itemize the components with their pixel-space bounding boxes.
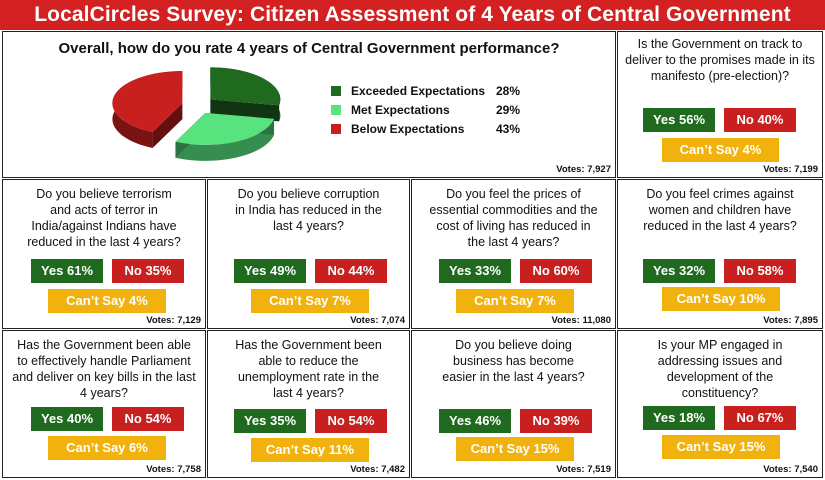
survey-question: Has the Government been able to effectiv…: [12, 338, 196, 400]
survey-panel-unemployment: Has the Government been able to reduce t…: [207, 330, 410, 478]
votes-count: Votes: 7,540: [763, 464, 818, 475]
survey-panel-parliament: Has the Government been able to effectiv…: [2, 330, 206, 478]
survey-question: Is your MP engaged in addressing issues …: [657, 338, 783, 400]
cant-say-result: Can’t Say 6%: [48, 436, 166, 460]
survey-question: Do you believe doing business has become…: [442, 338, 585, 384]
yes-result: Yes 46%: [439, 409, 511, 433]
pie-chart: [112, 67, 281, 161]
survey-question: Is the Government on track to deliver to…: [625, 37, 815, 83]
votes-count: Votes: 7,199: [763, 164, 818, 175]
survey-panel-mp: Is your MP engaged in addressing issues …: [617, 330, 823, 478]
survey-question: Do you feel crimes against women and chi…: [643, 187, 797, 233]
yes-result: Yes 32%: [643, 259, 715, 283]
no-result: No 35%: [112, 259, 184, 283]
votes-count: Votes: 7,074: [350, 315, 405, 326]
yes-result: Yes 33%: [439, 259, 511, 283]
cant-say-result: Can’t Say 15%: [662, 435, 780, 459]
yes-result: Yes 61%: [31, 259, 103, 283]
no-result: No 67%: [724, 406, 796, 430]
pie-slice-2: [112, 71, 183, 133]
votes-count: Votes: 7,519: [556, 464, 611, 475]
no-result: No 60%: [520, 259, 592, 283]
legend-item-below: Below Expectations 43%: [331, 122, 531, 136]
legend-item-exceeded: Exceeded Expectations 28%: [331, 84, 531, 98]
no-result: No 58%: [724, 259, 796, 283]
cant-say-result: Can’t Say 4%: [662, 138, 779, 162]
cant-say-result: Can’t Say 7%: [251, 289, 369, 313]
pie-slice-1: [175, 112, 275, 145]
legend-swatch-exceeded: [331, 86, 341, 96]
votes-count: Votes: 7,895: [763, 315, 818, 326]
votes-count: Votes: 11,080: [551, 315, 611, 326]
legend-label-met: Met Expectations: [351, 103, 450, 117]
votes-count: Votes: 7,927: [556, 164, 611, 175]
overall-rating-panel: Overall, how do you rate 4 years of Cent…: [2, 31, 616, 178]
legend-item-met: Met Expectations 29%: [331, 103, 531, 117]
survey-panel-business: Do you believe doing business has become…: [411, 330, 616, 478]
survey-question: Do you feel the prices of essential comm…: [429, 187, 598, 249]
no-result: No 44%: [315, 259, 387, 283]
no-result: No 39%: [520, 409, 592, 433]
legend-swatch-met: [331, 105, 341, 115]
cant-say-result: Can’t Say 11%: [251, 438, 369, 462]
yes-result: Yes 40%: [31, 407, 103, 431]
pie-slice-side-1: [175, 118, 275, 161]
page-title: LocalCircles Survey: Citizen Assessment …: [0, 0, 825, 30]
cant-say-result: Can’t Say 4%: [48, 289, 166, 313]
votes-count: Votes: 7,129: [146, 315, 201, 326]
no-result: No 54%: [315, 409, 387, 433]
legend-label-exceeded: Exceeded Expectations: [351, 84, 486, 98]
yes-result: Yes 35%: [234, 409, 306, 433]
votes-count: Votes: 7,758: [146, 464, 201, 475]
survey-panel-manifesto: Is the Government on track to deliver to…: [617, 31, 823, 178]
no-result: No 40%: [724, 108, 796, 132]
yes-result: Yes 49%: [234, 259, 306, 283]
legend-value-below: 43%: [496, 122, 521, 136]
no-result: No 54%: [112, 407, 184, 431]
survey-panel-crimes: Do you feel crimes against women and chi…: [617, 179, 823, 329]
cant-say-result: Can’t Say 7%: [456, 289, 574, 313]
legend-value-met: 29%: [496, 103, 521, 117]
legend-swatch-below: [331, 124, 341, 134]
survey-panel-prices: Do you feel the prices of essential comm…: [411, 179, 616, 329]
cant-say-result: Can’t Say 15%: [456, 437, 574, 461]
cant-say-result: Can’t Say 10%: [662, 287, 780, 311]
overall-question: Overall, how do you rate 4 years of Cent…: [58, 40, 560, 57]
votes-count: Votes: 7,482: [350, 464, 405, 475]
survey-question: Do you believe corruption in India has r…: [235, 187, 382, 233]
yes-result: Yes 18%: [643, 406, 715, 430]
yes-result: Yes 56%: [643, 108, 715, 132]
survey-question: Do you believe terrorism and acts of ter…: [27, 187, 181, 249]
legend-value-exceeded: 28%: [496, 84, 521, 98]
survey-question: Has the Government been able to reduce t…: [235, 338, 382, 400]
legend-label-below: Below Expectations: [351, 122, 465, 136]
survey-panel-corruption: Do you believe corruption in India has r…: [207, 179, 410, 329]
pie-slice-0: [210, 67, 281, 106]
pie-slice-wall-2-0: [152, 103, 183, 149]
survey-panel-terrorism: Do you believe terrorism and acts of ter…: [2, 179, 206, 329]
